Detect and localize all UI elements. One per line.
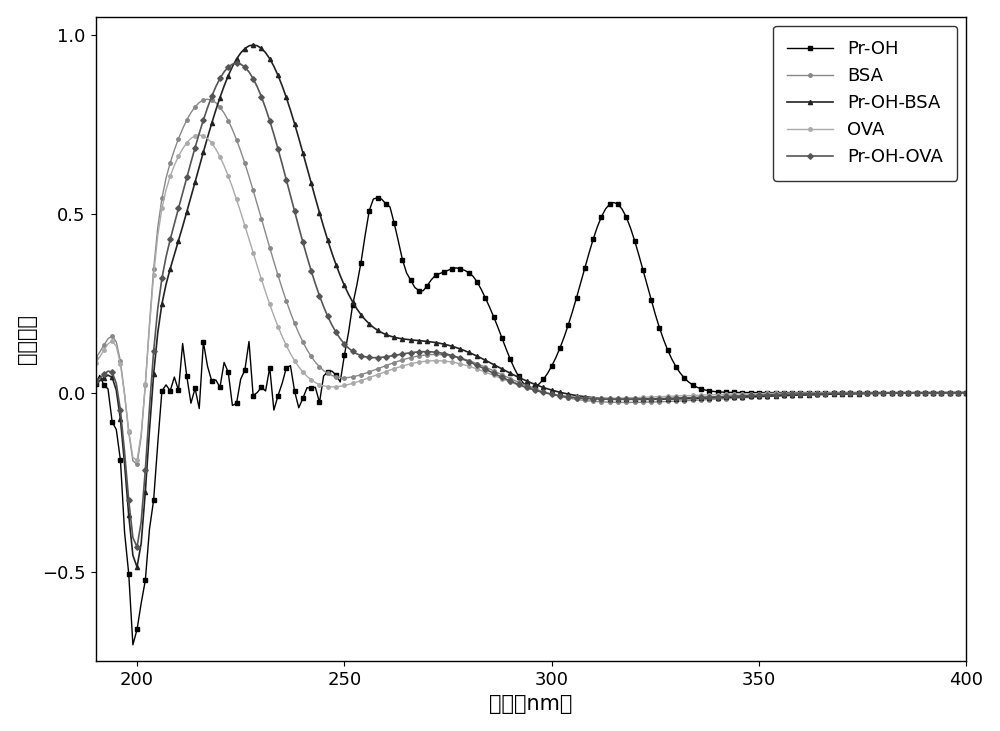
BSA	[886, 389, 898, 398]
Pr-OH	[351, 281, 363, 289]
BSA	[202, 95, 214, 104]
BSA	[960, 388, 972, 397]
Pr-OH	[434, 269, 446, 278]
Pr-OH-OVA	[355, 351, 367, 360]
Legend: Pr-OH, BSA, Pr-OH-BSA, OVA, Pr-OH-OVA: Pr-OH, BSA, Pr-OH-BSA, OVA, Pr-OH-OVA	[773, 26, 957, 181]
Pr-OH-BSA	[247, 40, 259, 49]
BSA	[90, 354, 102, 363]
Pr-OH-OVA	[231, 58, 243, 67]
OVA	[193, 131, 205, 140]
Line: Pr-OH: Pr-OH	[93, 196, 968, 647]
BSA	[114, 357, 126, 366]
BSA	[131, 460, 143, 469]
OVA	[960, 388, 972, 397]
Pr-OH	[479, 293, 491, 302]
Pr-OH-BSA	[131, 563, 143, 572]
Pr-OH-BSA	[699, 393, 711, 402]
Pr-OH	[372, 193, 384, 202]
BSA	[434, 350, 446, 359]
BSA	[355, 371, 367, 379]
Pr-OH	[127, 640, 139, 649]
Pr-OH	[114, 456, 126, 465]
Pr-OH	[960, 388, 972, 397]
Pr-OH-OVA	[960, 388, 972, 397]
Pr-OH	[90, 380, 102, 389]
Pr-OH-BSA	[434, 339, 446, 348]
Pr-OH	[699, 386, 711, 395]
Pr-OH-OVA	[90, 377, 102, 386]
Pr-OH-OVA	[131, 542, 143, 551]
Line: Pr-OH-OVA: Pr-OH-OVA	[94, 61, 968, 549]
OVA	[131, 456, 143, 465]
BSA	[699, 395, 711, 404]
Pr-OH-BSA	[479, 356, 491, 365]
OVA	[355, 376, 367, 385]
OVA	[434, 357, 446, 366]
BSA	[479, 363, 491, 371]
Line: Pr-OH-BSA: Pr-OH-BSA	[93, 43, 968, 569]
Pr-OH-OVA	[886, 388, 898, 397]
OVA	[479, 368, 491, 376]
X-axis label: 波长（nm）: 波长（nm）	[489, 694, 573, 714]
Pr-OH-BSA	[960, 388, 972, 397]
Pr-OH-OVA	[479, 365, 491, 374]
Pr-OH-BSA	[90, 379, 102, 388]
Pr-OH-BSA	[886, 389, 898, 398]
Y-axis label: 吸光度値: 吸光度値	[17, 314, 37, 364]
Pr-OH	[886, 388, 898, 397]
Line: BSA: BSA	[94, 97, 968, 466]
OVA	[886, 388, 898, 397]
Pr-OH-BSA	[114, 415, 126, 424]
Line: OVA: OVA	[94, 133, 968, 462]
Pr-OH-OVA	[699, 393, 711, 401]
Pr-OH-OVA	[434, 349, 446, 357]
OVA	[699, 390, 711, 399]
Pr-OH-OVA	[114, 406, 126, 414]
Pr-OH-BSA	[355, 310, 367, 319]
OVA	[114, 360, 126, 369]
OVA	[90, 358, 102, 367]
